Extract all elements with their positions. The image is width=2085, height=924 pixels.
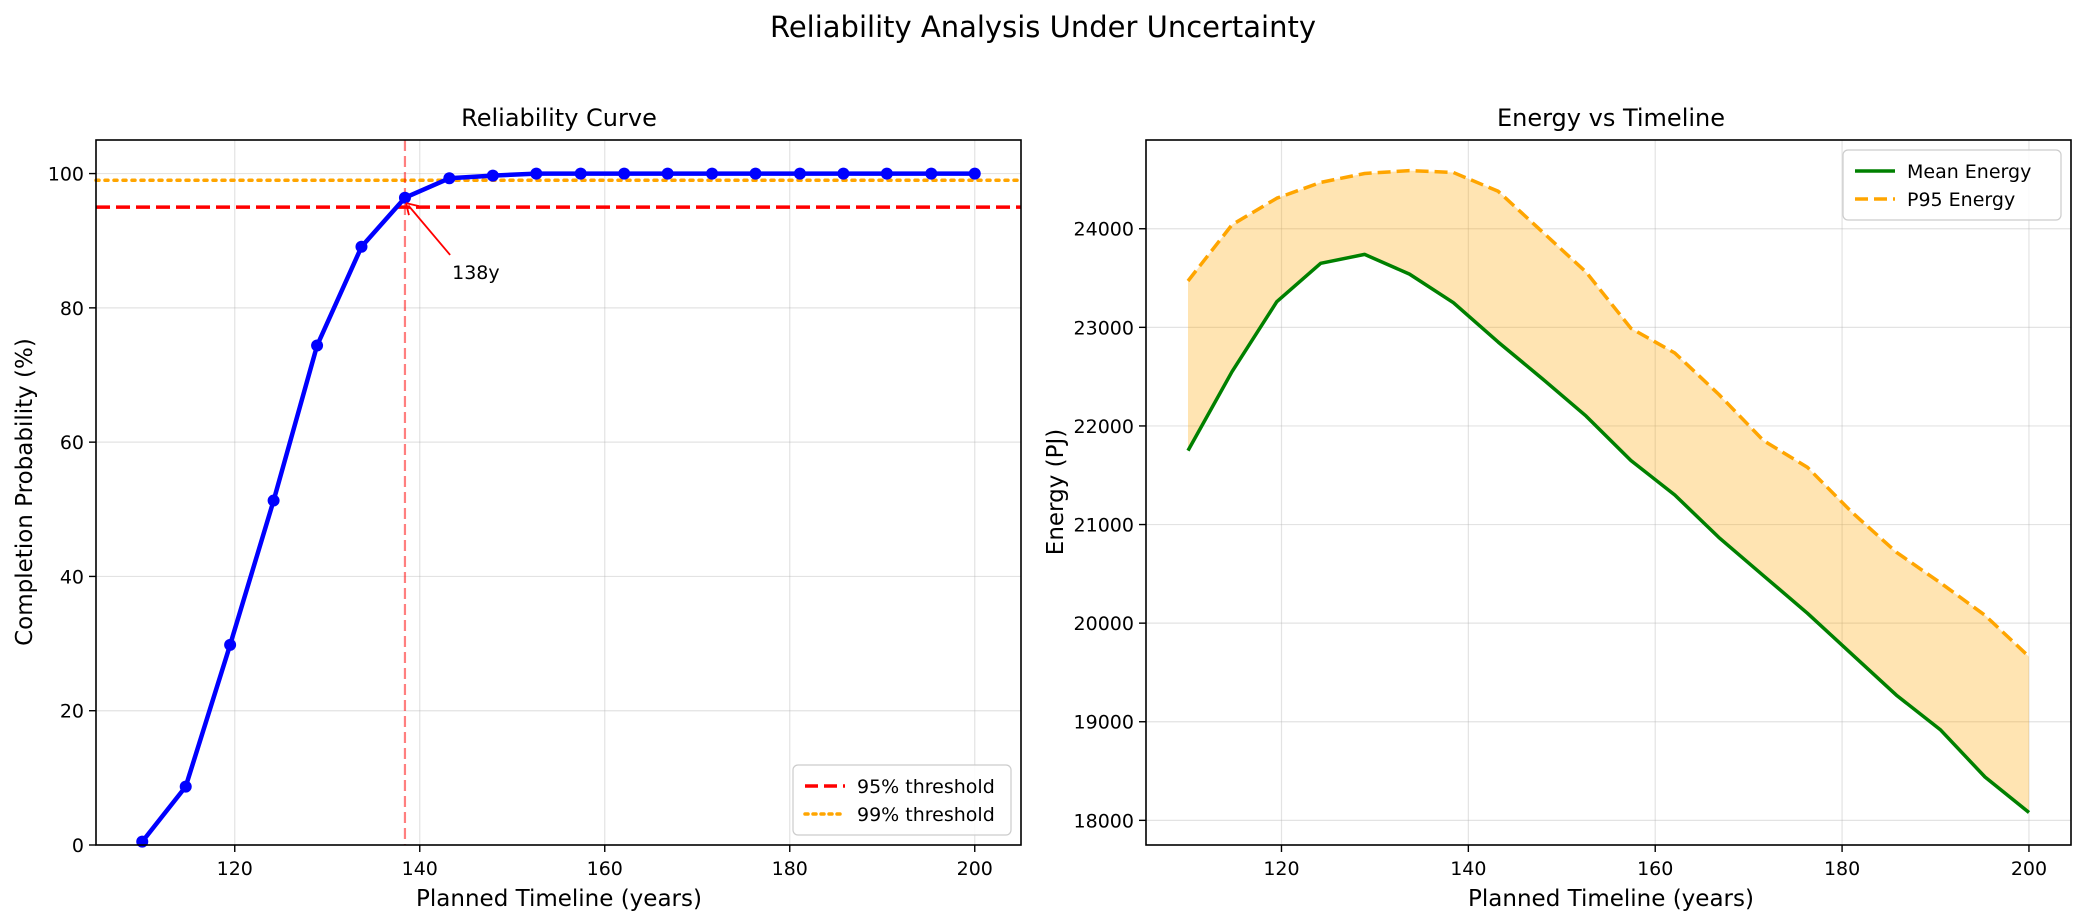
- x-tick-label: 120: [217, 858, 253, 880]
- p95-energy-line: [1186, 168, 2031, 658]
- reliability-lines-layer: [94, 140, 1023, 848]
- legend-label: Mean Energy: [1907, 161, 2031, 183]
- energy-chart-title: Energy vs Timeline: [1497, 104, 1725, 132]
- x-tick-label: 140: [1450, 858, 1486, 880]
- energy-range-fill: [1188, 170, 2029, 813]
- y-tick-label: 23000: [1074, 317, 1134, 339]
- energy-fill-layer: [1188, 170, 2029, 813]
- legend-box: [1842, 149, 2062, 221]
- reliability-chart-title: Reliability Curve: [461, 104, 657, 132]
- x-tick-label: 160: [587, 858, 623, 880]
- reliability-point: [880, 167, 893, 180]
- y-tick-label: 22000: [1074, 416, 1134, 438]
- reliability-point: [179, 780, 192, 793]
- energy-y-axis-label: Energy (PJ): [1043, 429, 1069, 555]
- reliability-point: [398, 191, 411, 204]
- annotation-arrowhead: [405, 202, 420, 216]
- y-tick-label: 0: [72, 835, 84, 857]
- reliability-point: [530, 167, 543, 180]
- y-tick-label: 100: [48, 164, 84, 186]
- reliability-point: [267, 494, 280, 507]
- energy-lines-layer: [1186, 168, 2031, 814]
- y-tick-label: 19000: [1074, 712, 1134, 734]
- x-tick-label: 180: [1824, 858, 1860, 880]
- reliability-ticks: 120 140 160 180 200 0 20 40 60 80 100: [48, 164, 993, 880]
- x-tick-label: 120: [1263, 858, 1299, 880]
- y-tick-label: 40: [60, 566, 84, 588]
- x-tick-label: 200: [2011, 858, 2047, 880]
- legend-label: P95 Energy: [1907, 189, 2015, 211]
- reliability-point: [355, 240, 368, 253]
- energy-x-axis-label: Planned Timeline (years): [1468, 886, 1754, 912]
- reliability-grid: [96, 140, 1021, 846]
- legend-label: 95% threshold: [857, 776, 995, 798]
- reliability-point: [574, 167, 587, 180]
- x-tick-label: 160: [1637, 858, 1673, 880]
- reliability-point: [749, 167, 762, 180]
- reliability-point: [618, 167, 631, 180]
- x-tick-label: 180: [772, 858, 808, 880]
- reliability-point: [311, 339, 324, 352]
- mean-energy-line: [1186, 252, 2031, 814]
- reliability-point: [968, 167, 981, 180]
- energy-chart: Energy vs Timeline 120 140 160 180 200180001…: [1043, 104, 2072, 912]
- reliability-chart: Reliability Curve 120 140 160 180 200 0 20 40 60…: [12, 104, 1023, 912]
- reliability-point: [486, 169, 499, 182]
- reliability-y-axis-label: Completion Probability (%): [12, 338, 38, 646]
- reliability-point: [443, 172, 456, 185]
- reliability-point: [136, 835, 149, 848]
- reliability-point: [925, 167, 938, 180]
- x-tick-label: 140: [402, 858, 438, 880]
- annotation-label: 138y: [452, 262, 500, 284]
- energy-axes-frame: [1145, 139, 2072, 846]
- annotation-arrow: [408, 205, 451, 256]
- y-tick-label: 20000: [1074, 613, 1134, 635]
- reliability-legend: 95% threshold 99% threshold: [792, 764, 1012, 836]
- reliability-x-axis-label: Planned Timeline (years): [416, 886, 702, 912]
- y-tick-label: 24000: [1074, 219, 1134, 241]
- reliability-point: [706, 167, 719, 180]
- y-tick-label: 20: [60, 701, 84, 723]
- legend-box: [792, 764, 1012, 836]
- energy-ticks: 120 140 160 180 200 18000 19000 20000 21000 22000…: [1074, 219, 2048, 880]
- legend-label: 99% threshold: [857, 804, 995, 826]
- y-tick-label: 18000: [1074, 810, 1134, 832]
- threshold-annotation: 138y: [405, 202, 500, 284]
- figure-suptitle: Reliability Analysis Under Uncertainty: [770, 10, 1316, 44]
- y-tick-label: 80: [60, 298, 84, 320]
- reliability-point: [661, 167, 674, 180]
- y-tick-label: 60: [60, 432, 84, 454]
- energy-grid: [1146, 140, 2071, 845]
- reliability-point: [224, 638, 237, 651]
- reliability-axes-frame: [95, 139, 1022, 846]
- x-tick-label: 200: [957, 858, 993, 880]
- reliability-point: [837, 167, 850, 180]
- reliability-series-line: [140, 171, 975, 843]
- reliability-point: [793, 167, 806, 180]
- y-tick-label: 21000: [1074, 515, 1134, 537]
- energy-legend: Mean Energy P95 Energy: [1842, 149, 2062, 221]
